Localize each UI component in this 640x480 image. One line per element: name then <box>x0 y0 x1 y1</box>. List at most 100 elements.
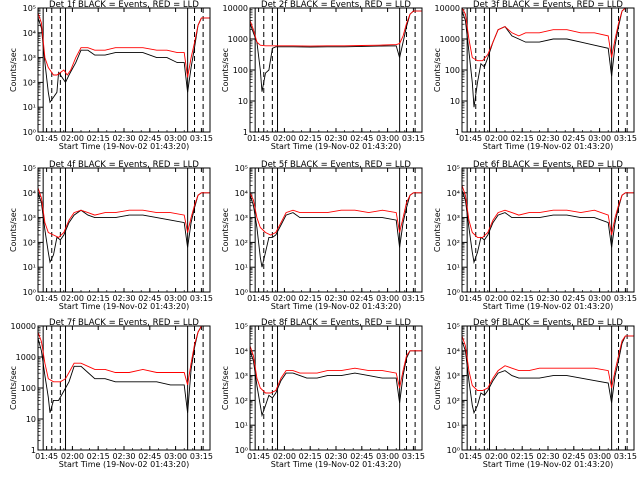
x-tick-label: 02:15 <box>511 134 534 143</box>
plot-frame <box>37 325 211 451</box>
y-axis-label: Counts/sec <box>433 366 442 410</box>
x-tick-label: 02:00 <box>485 294 508 303</box>
y-tick-label: 10⁵ <box>23 164 36 173</box>
y-tick-label: 10⁴ <box>23 29 36 38</box>
x-tick-label: 02:00 <box>485 452 508 461</box>
y-tick-label: 10¹ <box>235 421 248 430</box>
lld-series-line <box>462 8 634 62</box>
panel-title: Det 8f BLACK = Events, RED = LLD <box>261 318 411 328</box>
y-tick-label: 10² <box>23 238 36 247</box>
x-tick-label: 03:00 <box>164 294 187 303</box>
x-tick-label: 02:30 <box>536 452 559 461</box>
x-tick-label: 03:00 <box>588 452 611 461</box>
y-tick-label: 10⁵ <box>23 4 36 13</box>
events-series-line <box>250 10 422 92</box>
x-tick-label: 01:45 <box>459 294 482 303</box>
x-tick-label: 02:45 <box>350 294 373 303</box>
x-tick-label: 01:45 <box>247 452 270 461</box>
y-tick-label: 10⁴ <box>447 347 460 356</box>
lld-series-line <box>38 187 210 238</box>
x-tick-label: 03:15 <box>402 452 425 461</box>
events-series-line <box>38 326 210 413</box>
x-tick-label: 01:45 <box>247 134 270 143</box>
x-tick-label: 02:45 <box>138 294 161 303</box>
y-tick-label: 1000 <box>16 353 36 362</box>
lld-series-line <box>250 10 422 47</box>
y-tick-label: 100 <box>445 66 460 75</box>
y-tick-label: 10⁰ <box>23 128 36 137</box>
series-group <box>250 192 422 268</box>
x-tick-label: 03:15 <box>402 294 425 303</box>
y-tick-label: 10⁵ <box>235 322 248 331</box>
events-series-line <box>38 17 210 104</box>
detector-panel-5: Det 5f BLACK = Events, RED = LLD 10⁰ 10¹ 10… <box>221 160 425 311</box>
y-axis-label: Counts/sec <box>221 366 230 410</box>
y-axis-label: Counts/sec <box>433 208 442 252</box>
plot-frame <box>249 167 423 293</box>
series-group <box>38 326 210 413</box>
y-tick-label: 10⁰ <box>447 446 460 455</box>
y-tick-label: 10³ <box>23 214 36 223</box>
x-tick-label: 02:15 <box>299 294 322 303</box>
plot-frame <box>249 7 423 133</box>
x-tick-label: 03:15 <box>190 452 213 461</box>
detector-panel-9: Det 9f BLACK = Events, RED = LLD 10⁰ 10¹ 10… <box>433 318 637 469</box>
x-axis-label: Start Time (19-Nov-02 01:43:20) <box>59 460 189 469</box>
x-tick-label: 02:15 <box>299 134 322 143</box>
y-tick-label: 10³ <box>23 54 36 63</box>
x-axis-label: Start Time (19-Nov-02 01:43:20) <box>483 302 613 311</box>
x-tick-label: 03:00 <box>588 134 611 143</box>
y-tick-label: 1000 <box>440 35 460 44</box>
plot-frame <box>37 167 211 293</box>
events-series-line <box>38 192 210 264</box>
x-tick-label: 03:00 <box>376 134 399 143</box>
x-tick-label: 02:00 <box>61 452 84 461</box>
x-tick-label: 02:45 <box>138 452 161 461</box>
detector-panel-4: Det 4f BLACK = Events, RED = LLD 10⁰ 10¹ 10… <box>9 160 213 311</box>
x-tick-label: 02:30 <box>536 134 559 143</box>
y-tick-label: 10⁴ <box>235 347 248 356</box>
x-tick-label: 03:15 <box>614 294 637 303</box>
series-group <box>38 187 210 264</box>
y-tick-label: 10² <box>23 78 36 87</box>
y-axis-label: Counts/sec <box>9 208 18 252</box>
x-tick-label: 01:45 <box>35 452 58 461</box>
x-tick-label: 03:15 <box>190 294 213 303</box>
events-series-line <box>462 190 634 264</box>
events-series-line <box>462 335 634 415</box>
detector-panel-2: Det 2f BLACK = Events, RED = LLD 1 10 100 10… <box>221 0 425 151</box>
y-tick-label: 10 <box>450 97 460 106</box>
panel-title: Det 4f BLACK = Events, RED = LLD <box>49 160 199 170</box>
y-tick-label: 10¹ <box>447 421 460 430</box>
x-tick-label: 02:15 <box>299 452 322 461</box>
series-group <box>462 8 634 108</box>
x-tick-label: 02:30 <box>112 294 135 303</box>
y-tick-label: 10⁵ <box>447 322 460 331</box>
x-tick-label: 02:00 <box>273 452 296 461</box>
y-tick-label: 10 <box>238 97 248 106</box>
x-tick-label: 02:00 <box>61 134 84 143</box>
panel-title: Det 1f BLACK = Events, RED = LLD <box>49 0 199 10</box>
lld-series-line <box>38 326 210 386</box>
x-tick-label: 03:00 <box>588 294 611 303</box>
x-tick-label: 02:45 <box>350 452 373 461</box>
series-group <box>250 345 422 418</box>
y-tick-label: 1000 <box>228 35 248 44</box>
y-tick-label: 10² <box>447 238 460 247</box>
x-tick-label: 02:30 <box>324 452 347 461</box>
x-tick-label: 01:45 <box>247 294 270 303</box>
events-series-line <box>462 8 634 108</box>
x-tick-label: 02:45 <box>562 134 585 143</box>
x-tick-label: 01:45 <box>459 134 482 143</box>
y-tick-label: 10⁰ <box>447 288 460 297</box>
x-tick-label: 03:00 <box>376 294 399 303</box>
x-axis-label: Start Time (19-Nov-02 01:43:20) <box>271 460 401 469</box>
x-tick-label: 03:15 <box>402 134 425 143</box>
x-tick-label: 02:45 <box>562 294 585 303</box>
x-axis-label: Start Time (19-Nov-02 01:43:20) <box>271 142 401 151</box>
y-tick-label: 10³ <box>447 372 460 381</box>
panel-title: Det 6f BLACK = Events, RED = LLD <box>473 160 623 170</box>
panel-title: Det 2f BLACK = Events, RED = LLD <box>261 0 411 10</box>
y-tick-label: 1 <box>243 128 248 137</box>
